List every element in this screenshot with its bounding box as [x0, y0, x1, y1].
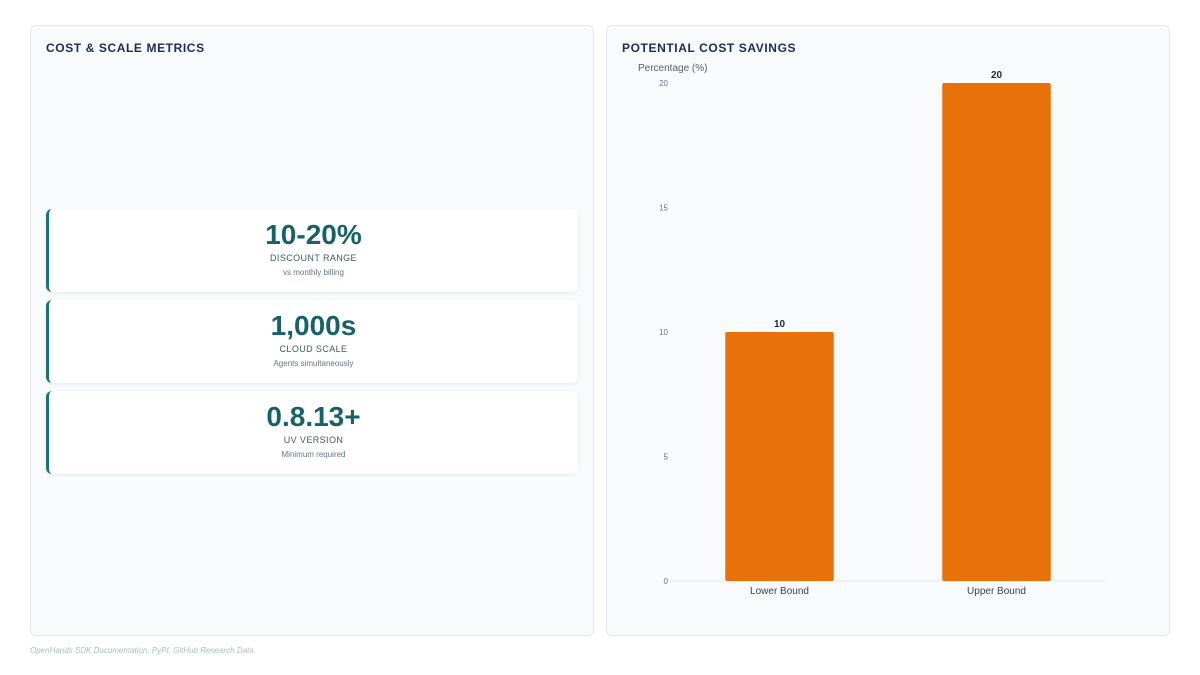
metrics-panel: COST & SCALE METRICS 10-20% DISCOUNT RAN…: [30, 25, 594, 636]
metric-subtext: Minimum required: [281, 450, 346, 459]
metric-subtext: Agents simultaneously: [273, 359, 354, 368]
bar-data-label: 10: [774, 319, 786, 330]
y-tick-label: 5: [664, 453, 669, 462]
metric-label: DISCOUNT RANGE: [270, 253, 357, 263]
metric-value: 0.8.13+: [266, 401, 361, 432]
chart-title: POTENTIAL COST SAVINGS: [622, 41, 797, 55]
x-tick-label: Upper Bound: [967, 586, 1026, 597]
y-tick-label: 15: [659, 204, 668, 213]
y-tick-label: 10: [659, 328, 668, 337]
y-axis-label: Percentage (%): [638, 63, 707, 74]
metrics-panel-title: COST & SCALE METRICS: [46, 41, 205, 55]
metric-value: 1,000s: [270, 310, 357, 341]
metric-label: UV VERSION: [283, 435, 344, 445]
y-tick-label: 0: [664, 577, 669, 586]
bar-lower-bound: [725, 332, 834, 581]
savings-chart-panel: POTENTIAL COST SAVINGS Percentage (%) 0 5 1…: [606, 25, 1170, 636]
savings-bar-chart: Percentage (%) 0 5 10 15 20 10 Lower Bound 20 Upp…: [638, 63, 1105, 597]
metric-label: CLOUD SCALE: [279, 344, 348, 354]
x-tick-label: Lower Bound: [750, 586, 809, 597]
bar-upper-bound: [942, 83, 1051, 581]
bar-data-label: 20: [991, 70, 1003, 81]
metric-card-discount: 10-20% DISCOUNT RANGE vs monthly billing: [46, 209, 578, 292]
metric-subtext: vs monthly billing: [283, 268, 344, 277]
metric-card-cloud-scale: 1,000s CLOUD SCALE Agents simultaneously: [46, 300, 578, 383]
source-footnote: OpenHands SDK Documentation, PyPI, GitHu…: [30, 646, 254, 655]
y-tick-label: 20: [659, 79, 668, 88]
metric-card-uv-version: 0.8.13+ UV VERSION Minimum required: [46, 391, 578, 474]
metric-value: 10-20%: [265, 219, 362, 250]
